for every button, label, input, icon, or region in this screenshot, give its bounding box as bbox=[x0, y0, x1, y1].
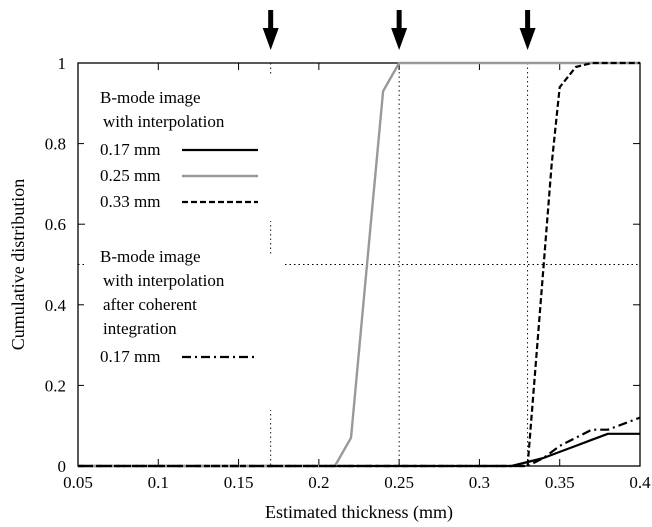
series-line-1 bbox=[78, 61, 640, 468]
plot-area: 0.05 0.1 0.15 0.2 0.25 0.3 0.35 0.4 0 0.2 0.4 0.6 0.… bbox=[45, 10, 651, 492]
y-tick-label: 0.6 bbox=[45, 215, 66, 234]
y-tick-label: 0.8 bbox=[45, 135, 66, 154]
y-tick-label: 0.4 bbox=[45, 296, 67, 315]
x-tick-label: 0.1 bbox=[148, 473, 169, 492]
y-axis-label: Cumulative distribution bbox=[8, 179, 28, 351]
x-axis-label: Estimated thickness (mm) bbox=[265, 502, 453, 523]
legend-group-title: B-mode image bbox=[100, 88, 201, 107]
x-tick-label: 0.35 bbox=[545, 473, 575, 492]
x-tick-label: 0.15 bbox=[224, 473, 254, 492]
y-tick-label: 1 bbox=[58, 54, 67, 73]
x-tick-label: 0.4 bbox=[629, 473, 651, 492]
legend-entry-label: 0.33 mm bbox=[100, 192, 160, 211]
legend-group-title: integration bbox=[103, 319, 177, 338]
legend: B-mode image with interpolation 0.17 mm 0.2… bbox=[84, 76, 284, 410]
x-tick-label: 0.3 bbox=[469, 473, 490, 492]
series-line-3 bbox=[78, 416, 641, 468]
x-tick-label: 0.05 bbox=[63, 473, 93, 492]
arrow-marker-head bbox=[391, 28, 408, 50]
arrow-marker-head bbox=[262, 28, 279, 50]
legend-group-title: with interpolation bbox=[103, 271, 225, 290]
series-line-2 bbox=[78, 61, 640, 468]
legend-entry-label: 0.17 mm bbox=[100, 347, 160, 366]
y-tick-label: 0.2 bbox=[45, 376, 66, 395]
legend-entry-label: 0.17 mm bbox=[100, 140, 160, 159]
legend-entry-label: 0.25 mm bbox=[100, 166, 160, 185]
x-tick-label: 0.2 bbox=[308, 473, 329, 492]
legend-group-title: with interpolation bbox=[103, 112, 225, 131]
arrow-marker-head bbox=[519, 28, 536, 50]
legend-group-title: after coherent bbox=[103, 295, 197, 314]
legend-background bbox=[84, 255, 284, 410]
x-tick-label: 0.25 bbox=[384, 473, 414, 492]
series-line-0 bbox=[78, 432, 640, 468]
y-tick-label: 0 bbox=[58, 457, 67, 476]
legend-group-title: B-mode image bbox=[100, 247, 201, 266]
legend-background bbox=[84, 76, 284, 221]
